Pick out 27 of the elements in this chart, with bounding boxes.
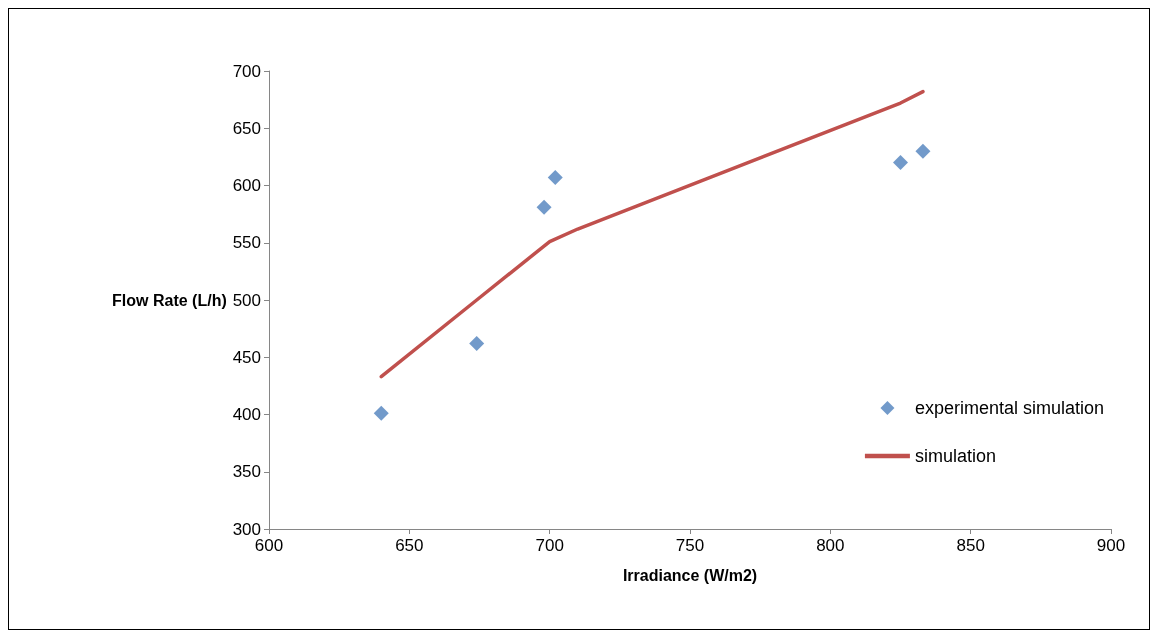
y-tick-label: 600 xyxy=(232,176,261,195)
y-tick-label: 500 xyxy=(232,290,261,310)
point xyxy=(536,199,552,215)
y-tick-label: 700 xyxy=(232,61,261,81)
y-tick-label: 300 xyxy=(232,519,261,539)
x-tick-label: 850 xyxy=(956,536,985,555)
x-tick-label: 750 xyxy=(675,536,705,555)
x-tick-label: 600 xyxy=(254,536,284,555)
y-tick-label: 450 xyxy=(232,347,261,367)
x-tick-label: 800 xyxy=(816,536,845,555)
legend-label: experimental simulation xyxy=(914,398,1105,418)
y-tick-label: 400 xyxy=(232,405,261,424)
point xyxy=(373,405,389,421)
line-series xyxy=(379,89,925,379)
y-tick-label: 350 xyxy=(232,462,261,482)
y-tick-label: 650 xyxy=(232,118,261,138)
point xyxy=(915,143,931,159)
y-tick-label: 550 xyxy=(232,233,261,253)
point xyxy=(469,336,485,352)
x-tick-label: 700 xyxy=(535,536,564,555)
x-tick-label: 900 xyxy=(1096,536,1126,555)
legend-label: simulation xyxy=(914,446,996,466)
point xyxy=(893,155,908,171)
x-axis-title: Irradiance (W/m2) xyxy=(622,566,758,584)
x-tick-label: 650 xyxy=(395,536,424,555)
point xyxy=(547,169,563,185)
y-axis-title: Flow Rate (L/h) xyxy=(112,291,227,309)
